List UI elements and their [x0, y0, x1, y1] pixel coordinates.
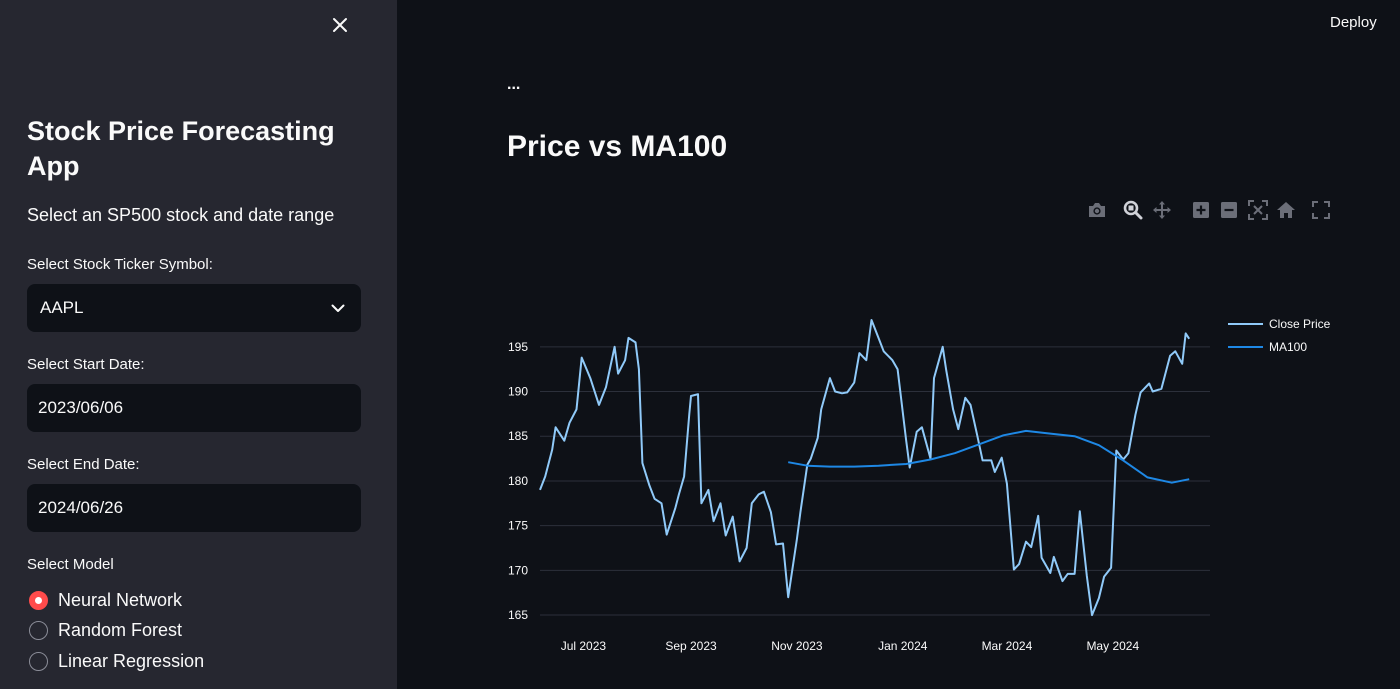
- sidebar-subtitle: Select an SP500 stock and date range: [27, 205, 335, 225]
- reset-axes-button[interactable]: [1274, 198, 1298, 222]
- end-date-input[interactable]: 2024/06/26: [27, 484, 361, 532]
- legend-label[interactable]: MA100: [1269, 340, 1307, 354]
- radio-neural-network[interactable]: Neural Network: [29, 590, 182, 611]
- radio-indicator: [29, 652, 48, 671]
- ticker-select-value: AAPL: [40, 298, 84, 317]
- model-label: Select Model: [27, 556, 114, 573]
- start-date-input[interactable]: 2023/06/06: [27, 384, 361, 432]
- radio-label: Linear Regression: [58, 651, 205, 671]
- pan-button[interactable]: [1150, 198, 1174, 222]
- zoom-in-button[interactable]: [1189, 198, 1213, 222]
- ticker-label: Select Stock Ticker Symbol:: [27, 256, 213, 273]
- zoom-in-icon: [1193, 202, 1209, 218]
- chevron-down-icon: [331, 304, 345, 312]
- y-tick-label: 175: [508, 519, 528, 533]
- sidebar-title: Stock Price Forecasting App: [27, 116, 335, 181]
- close-icon: [333, 18, 347, 32]
- y-tick-label: 195: [508, 340, 528, 354]
- zoom-icon: [1123, 200, 1143, 220]
- x-tick-label: May 2024: [1086, 639, 1139, 653]
- zoom-out-icon: [1221, 202, 1237, 218]
- download-plot-button[interactable]: [1085, 198, 1109, 222]
- radio-label: Neural Network: [58, 590, 183, 610]
- deploy-button[interactable]: Deploy: [1330, 14, 1377, 31]
- autoscale-icon: [1248, 200, 1268, 220]
- legend-label[interactable]: Close Price: [1269, 317, 1331, 331]
- end-date-value: 2024/06/26: [38, 498, 124, 517]
- pan-icon: [1153, 201, 1171, 219]
- x-tick-label: Jul 2023: [561, 639, 607, 653]
- radio-indicator: [29, 621, 48, 640]
- series-line-close-price: [539, 319, 1191, 617]
- end-date-label: Select End Date:: [27, 456, 140, 473]
- y-tick-label: 180: [508, 474, 528, 488]
- autoscale-button[interactable]: [1246, 198, 1270, 222]
- radio-selected-indicator: [29, 591, 48, 610]
- radio-linear-regression[interactable]: Linear Regression: [29, 651, 204, 672]
- ellipsis-text: ...: [507, 76, 521, 93]
- x-tick-label: Mar 2024: [982, 639, 1033, 653]
- zoom-out-button[interactable]: [1217, 198, 1241, 222]
- camera-icon: [1089, 203, 1105, 217]
- price-vs-ma100-chart[interactable]: 165 170 175 180 185 190 195 Jul 2023 Sep 2023 Nov…: [500, 300, 1360, 670]
- fullscreen-icon: [1312, 201, 1330, 219]
- page-title: Price vs MA100: [507, 130, 728, 163]
- x-tick-label: Jan 2024: [878, 639, 928, 653]
- x-tick-label: Nov 2023: [771, 639, 823, 653]
- y-tick-label: 185: [508, 429, 528, 443]
- x-tick-label: Sep 2023: [665, 639, 717, 653]
- y-tick-label: 190: [508, 385, 528, 399]
- series-line-ma100: [788, 429, 1190, 484]
- home-icon: [1277, 202, 1295, 218]
- start-date-label: Select Start Date:: [27, 356, 145, 373]
- close-sidebar-button[interactable]: [326, 11, 354, 39]
- radio-label: Random Forest: [58, 620, 183, 640]
- ticker-select[interactable]: AAPL: [27, 284, 361, 332]
- start-date-value: 2023/06/06: [38, 398, 124, 417]
- zoom-button[interactable]: [1121, 198, 1145, 222]
- sidebar: Stock Price Forecasting App Select an SP…: [0, 0, 397, 689]
- fullscreen-button[interactable]: [1309, 198, 1333, 222]
- y-tick-label: 165: [508, 608, 528, 622]
- radio-random-forest[interactable]: Random Forest: [29, 620, 182, 641]
- y-tick-label: 170: [508, 563, 528, 577]
